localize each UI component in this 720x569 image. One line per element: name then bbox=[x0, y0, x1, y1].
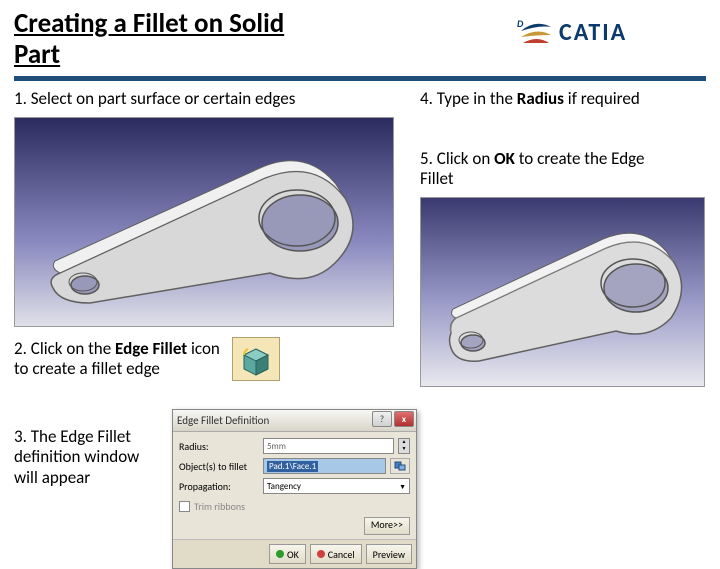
radius-label: Radius: bbox=[179, 440, 259, 453]
step-4-text: 4. Type in the Radius if required bbox=[420, 89, 670, 109]
ds-logo-icon: D bbox=[515, 13, 555, 53]
part-view-after bbox=[420, 197, 705, 387]
edge-fillet-icon[interactable] bbox=[232, 337, 280, 381]
logo-text: CATIA bbox=[559, 18, 627, 47]
chevron-down-icon: ▼ bbox=[399, 482, 406, 491]
propagation-label: Propagation: bbox=[179, 480, 259, 493]
edge-fillet-dialog: Edge Fillet Definition ? x Radius: 5mm ▲… bbox=[172, 409, 417, 569]
propagation-dropdown[interactable]: Tangency ▼ bbox=[263, 478, 410, 494]
radius-spinner[interactable]: ▲▼ bbox=[398, 438, 410, 454]
radius-input[interactable]: 5mm bbox=[263, 438, 394, 454]
step-2-pre: 2. Click on the bbox=[14, 338, 115, 359]
objects-picker-icon[interactable] bbox=[390, 458, 410, 474]
step-2-text: 2. Click on the Edge Fillet icon to crea… bbox=[14, 339, 224, 380]
svg-text:D: D bbox=[517, 17, 524, 30]
catia-logo: D CATIA bbox=[515, 10, 690, 55]
dialog-title: Edge Fillet Definition bbox=[177, 414, 269, 427]
step-3-text: 3. The Edge Fillet definition window wil… bbox=[14, 427, 164, 488]
more-button[interactable]: More>> bbox=[364, 517, 410, 535]
help-icon[interactable]: ? bbox=[372, 411, 392, 427]
page-title: Creating a Fillet on Solid Part bbox=[14, 8, 334, 70]
step-5-bold: OK bbox=[494, 148, 515, 169]
dialog-titlebar: Edge Fillet Definition ? x bbox=[173, 410, 416, 432]
trim-ribbons-checkbox[interactable] bbox=[179, 501, 190, 512]
step-4-bold: Radius bbox=[517, 88, 564, 109]
ok-button[interactable]: OK bbox=[269, 544, 306, 564]
step-4-pre: 4. Type in the bbox=[420, 88, 517, 109]
objects-input[interactable]: Pad.1\Face.1 bbox=[263, 458, 386, 474]
trim-ribbons-label: Trim ribbons bbox=[194, 500, 245, 513]
part-view-before bbox=[14, 117, 394, 327]
preview-button[interactable]: Preview bbox=[366, 544, 412, 564]
step-4-post: if required bbox=[564, 88, 640, 109]
close-icon[interactable]: x bbox=[394, 411, 414, 427]
step-5-text: 5. Click on OK to create the Edge Fillet bbox=[420, 149, 670, 190]
header-divider bbox=[14, 76, 706, 81]
step-2-bold: Edge Fillet bbox=[115, 338, 187, 359]
step-5-pre: 5. Click on bbox=[420, 148, 494, 169]
step-1-text: 1. Select on part surface or certain edg… bbox=[14, 89, 334, 109]
cancel-button[interactable]: Cancel bbox=[310, 544, 362, 564]
objects-label: Object(s) to fillet bbox=[179, 460, 259, 473]
